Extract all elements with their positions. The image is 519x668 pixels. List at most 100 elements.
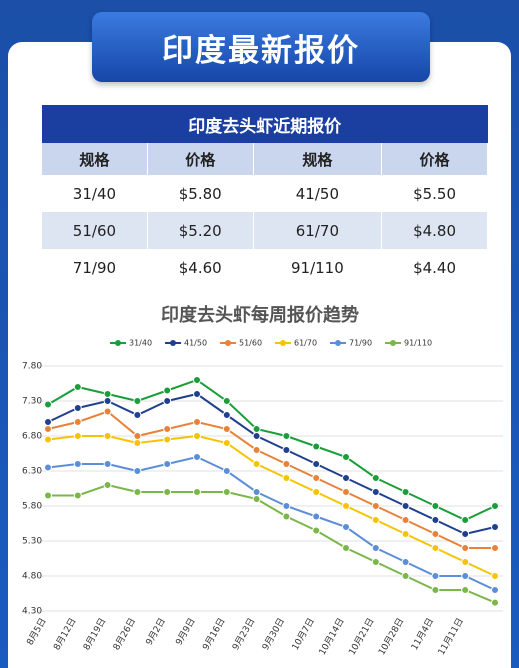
x-tick-label: 8月5日 (25, 616, 49, 647)
point (222, 411, 231, 419)
point (312, 488, 321, 496)
col-header: 价格 (147, 143, 254, 175)
point (282, 502, 291, 510)
point (282, 460, 291, 468)
y-tick-label: 5.80 (22, 502, 42, 512)
point (163, 460, 172, 468)
point (401, 502, 410, 510)
point (133, 432, 142, 440)
point (73, 491, 82, 500)
point (282, 432, 291, 440)
point (103, 460, 112, 468)
point (371, 516, 380, 524)
point (461, 530, 470, 538)
point (461, 558, 470, 566)
point (401, 516, 410, 524)
point (73, 404, 82, 412)
legend-label: 91/110 (404, 339, 432, 348)
point (44, 491, 52, 500)
point (222, 425, 231, 433)
point (312, 460, 321, 468)
point (491, 572, 499, 580)
x-tick-label: 9月23日 (230, 616, 257, 652)
point (282, 446, 291, 454)
col-header: 规格 (42, 143, 148, 175)
point (193, 390, 201, 398)
legend-marker (225, 340, 231, 346)
point (44, 435, 52, 444)
x-tick-label: 9月16日 (200, 616, 227, 652)
point (193, 376, 201, 384)
legend-label: 41/50 (184, 339, 207, 348)
cell: 91/110 (253, 249, 383, 286)
x-tick-label: 11月4日 (409, 616, 436, 652)
point (44, 425, 52, 433)
point (431, 530, 440, 538)
point (252, 432, 261, 440)
point (103, 432, 112, 440)
point (312, 474, 321, 482)
point (282, 474, 291, 482)
price-table: 印度去头虾近期报价 规格 价格 规格 价格 31/40 $5.80 41/50 $5.50 … (42, 105, 488, 286)
point (252, 460, 261, 468)
point (401, 558, 410, 566)
legend-label: 31/40 (129, 339, 152, 348)
point (282, 512, 291, 521)
x-tick-label: 11月11日 (436, 616, 466, 657)
point (252, 488, 261, 496)
y-tick-label: 7.30 (22, 397, 42, 407)
point (44, 418, 52, 426)
point (193, 488, 201, 496)
point (431, 586, 440, 594)
point (163, 397, 172, 405)
chart-title: 印度去头虾每周报价趋势 (161, 304, 359, 326)
point (133, 397, 142, 405)
cell: $4.60 (147, 249, 254, 286)
point (163, 488, 172, 496)
point (371, 488, 380, 496)
legend-label: 71/90 (349, 339, 372, 348)
point (342, 488, 350, 496)
banner-title: 印度最新报价 (92, 12, 430, 82)
point (342, 453, 350, 461)
cell: $5.50 (381, 175, 488, 212)
point (222, 397, 231, 405)
point (73, 383, 82, 391)
series-line (48, 483, 496, 604)
x-tick-label: 8月12日 (51, 616, 78, 652)
point (431, 544, 440, 552)
point (401, 488, 410, 496)
point (491, 598, 499, 607)
x-tick-label: 10月21日 (347, 616, 377, 657)
cell: 51/60 (42, 212, 148, 249)
point (401, 530, 410, 538)
series-line (47, 392, 496, 536)
point (371, 558, 380, 566)
cell: $4.40 (381, 249, 488, 286)
y-tick-label: 7.80 (22, 362, 42, 372)
point (312, 526, 321, 535)
point (222, 467, 231, 475)
point (133, 411, 142, 419)
point (252, 495, 261, 503)
x-tick-label: 10月7日 (290, 616, 317, 652)
point (163, 386, 172, 395)
legend-label: 51/60 (239, 339, 262, 348)
point (312, 442, 321, 451)
cell: $5.80 (147, 175, 254, 212)
point (44, 400, 52, 409)
y-tick-label: 4.80 (22, 572, 42, 582)
point (222, 439, 231, 447)
point (312, 512, 321, 521)
cell: 31/40 (42, 175, 148, 212)
legend-marker (390, 340, 396, 346)
point (371, 544, 380, 552)
point (103, 397, 112, 405)
series-line (47, 434, 496, 577)
y-tick-label: 6.80 (22, 432, 42, 442)
cell: 71/90 (42, 249, 148, 286)
point (193, 432, 201, 440)
point (371, 502, 380, 510)
point (44, 463, 52, 472)
